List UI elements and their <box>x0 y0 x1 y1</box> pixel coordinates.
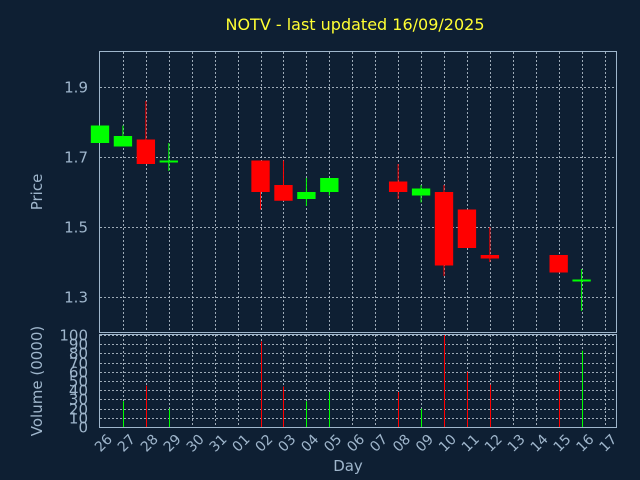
candles <box>90 101 591 311</box>
volume-tick-label: 60 <box>69 364 88 382</box>
day-tick-labels: 26 27 28 29 30 31 01 02 03 04 05 06 07 08 09 10 11 12 13 14… <box>92 432 620 456</box>
day-tick-label: 05 <box>321 432 345 456</box>
candle-body <box>572 279 591 282</box>
day-tick-label: 11 <box>459 432 483 456</box>
candle-body <box>320 178 339 192</box>
volume-axis-label: Volume (0000) <box>28 326 46 436</box>
day-tick-label: 12 <box>482 432 506 456</box>
day-tick-label: 08 <box>390 432 414 456</box>
candle-body <box>411 188 431 196</box>
day-tick-label: 03 <box>275 432 299 456</box>
day-tick-label: 06 <box>344 432 368 456</box>
candle-body <box>159 160 178 163</box>
volume-tick-label: 70 <box>69 355 88 373</box>
candle-body <box>457 209 477 248</box>
price-tick-label: 1.5 <box>64 219 88 237</box>
candle-body <box>297 192 316 199</box>
volume-tick-label: 30 <box>69 391 88 409</box>
day-tick-label: 13 <box>505 432 529 456</box>
day-tick-label: 30 <box>184 432 208 456</box>
day-tick-label: 02 <box>253 432 277 456</box>
candle-body <box>274 185 293 201</box>
volume-tick-label: 100 <box>59 327 88 345</box>
volume-tick-label: 10 <box>69 410 88 428</box>
volume-tick-label: 20 <box>69 401 88 419</box>
day-tick-label: 10 <box>436 432 460 456</box>
day-tick-label: 16 <box>574 432 598 456</box>
chart-title: NOTV - last updated 16/09/2025 <box>225 15 484 34</box>
day-axis-label: Day <box>333 457 363 475</box>
price-axis-label: Price <box>28 174 46 211</box>
candle-body <box>90 125 110 143</box>
day-tick-label: 01 <box>230 432 254 456</box>
price-tick-labels: 1.3 1.5 1.7 1.9 <box>64 79 88 307</box>
price-plot-frame <box>99 51 617 333</box>
day-tick-label: 28 <box>138 432 162 456</box>
day-tick-label: 09 <box>413 432 437 456</box>
day-tick-label: 15 <box>551 432 575 456</box>
volume-tick-label: 0 <box>78 419 88 437</box>
candle-body <box>549 255 568 273</box>
candle-body <box>136 139 156 164</box>
volume-tick-label: 80 <box>69 345 88 363</box>
day-tick-label: 27 <box>115 432 139 456</box>
candle-body <box>480 255 500 259</box>
price-grid <box>100 52 616 332</box>
volume-bars <box>123 335 583 427</box>
candle-body <box>113 136 133 147</box>
day-tick-label: 14 <box>528 432 552 456</box>
day-tick-label: 31 <box>207 432 231 456</box>
volume-tick-label: 40 <box>69 382 88 400</box>
price-tick-label: 1.7 <box>64 149 88 167</box>
volume-grid <box>100 335 616 428</box>
volume-plot-frame <box>99 334 617 428</box>
day-tick-label: 04 <box>298 432 322 456</box>
candle-body <box>251 160 270 192</box>
day-tick-label: 17 <box>597 432 621 456</box>
candle-body <box>434 192 454 266</box>
day-tick-label: 29 <box>161 432 185 456</box>
day-tick-label: 26 <box>92 432 116 456</box>
volume-tick-label: 50 <box>69 373 88 391</box>
price-tick-label: 1.3 <box>64 289 88 307</box>
day-tick-label: 07 <box>367 432 391 456</box>
candle-body <box>388 181 408 192</box>
price-tick-label: 1.9 <box>64 79 88 97</box>
volume-tick-label: 90 <box>69 336 88 354</box>
